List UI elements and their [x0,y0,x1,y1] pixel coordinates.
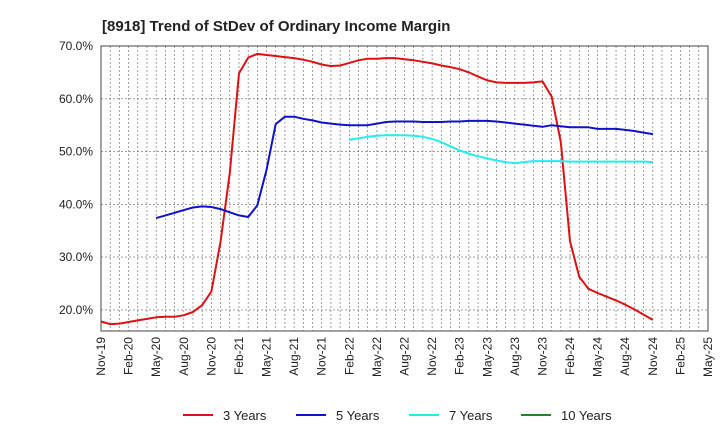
series-line-3-years [100,52,654,326]
x-tick-label: Aug-20 [177,337,191,376]
x-tick-label: May-25 [701,337,715,377]
series-line-5-years [155,115,653,220]
x-tick-label: May-22 [370,337,384,377]
x-tick-label: Aug-23 [508,337,522,376]
x-tick-label: Nov-22 [425,337,439,376]
x-tick-label: Aug-21 [287,337,301,376]
y-tick-label: 30.0% [59,250,93,264]
legend-label-7-years: 7 Years [449,408,493,423]
y-tick-label: 50.0% [59,145,93,159]
x-tick-label: Feb-21 [232,337,246,375]
legend-label-3-years: 3 Years [223,408,267,423]
series-line-7-years [349,134,653,165]
x-tick-label: Nov-19 [94,337,108,376]
y-tick-label: 60.0% [59,92,93,106]
x-tick-label: May-23 [480,337,494,377]
x-tick-label: May-24 [591,337,605,377]
y-tick-label: 20.0% [59,303,93,317]
grid [100,45,709,331]
x-tick-label: Nov-20 [204,337,218,376]
x-tick-label: Nov-24 [646,337,660,376]
x-tick-label: Nov-23 [535,337,549,376]
x-tick-label: Feb-22 [342,337,356,375]
x-tick-label: Aug-24 [618,337,632,376]
legend: 3 Years 5 Years 7 Years 10 Years [183,408,612,423]
y-tick-label: 70.0% [59,39,93,53]
x-tick-label: Feb-24 [563,337,577,375]
legend-label-10-years: 10 Years [561,408,612,423]
series-lines [100,52,654,326]
x-tick-label: Aug-22 [398,337,412,376]
x-tick-label: May-20 [149,337,163,377]
y-axis: 20.0% 30.0% 40.0% 50.0% 60.0% 70.0% [59,39,93,317]
y-tick-label: 40.0% [59,197,93,211]
x-tick-label: Nov-21 [315,337,329,376]
x-tick-label: Feb-20 [122,337,136,375]
x-tick-label: Feb-23 [453,337,467,375]
plot-area [100,45,709,332]
x-tick-label: May-21 [260,337,274,377]
x-tick-label: Feb-25 [673,337,687,375]
x-axis: Nov-19 Feb-20 May-20 Aug-20 Nov-20 Feb-21 May-… [94,337,715,377]
legend-label-5-years: 5 Years [336,408,380,423]
chart-title: [8918] Trend of StDev of Ordinary Income… [102,18,450,35]
